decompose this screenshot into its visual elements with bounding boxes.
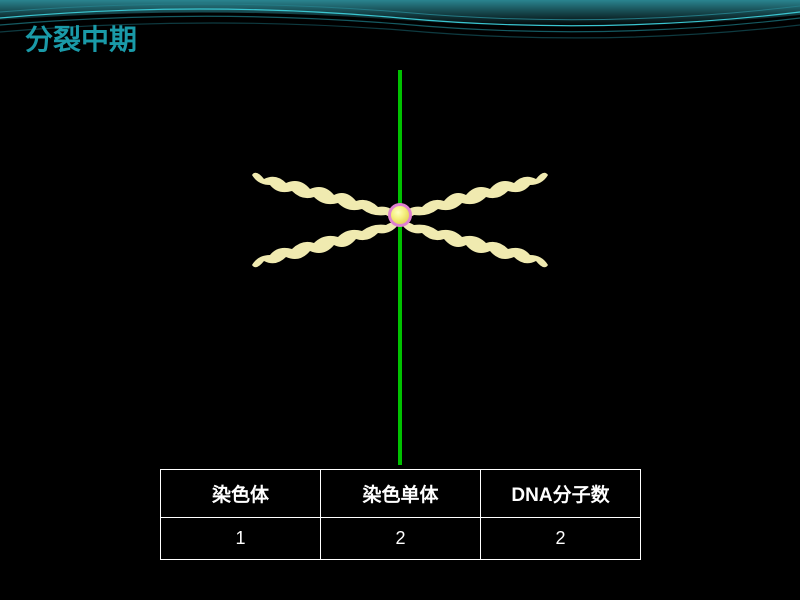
table-header-row: 染色体 染色单体 DNA分子数 (161, 470, 641, 518)
cell-value: 2 (321, 518, 481, 560)
data-table: 染色体 染色单体 DNA分子数 1 2 2 (160, 469, 641, 560)
slide-title: 分裂中期 (25, 18, 137, 58)
table-value-row: 1 2 2 (161, 518, 641, 560)
col-header: 染色单体 (321, 470, 481, 518)
cell-value: 1 (161, 518, 321, 560)
col-header: 染色体 (161, 470, 321, 518)
col-header: DNA分子数 (481, 470, 641, 518)
chromosome-diagram (180, 70, 620, 470)
cell-value: 2 (481, 518, 641, 560)
centromere (388, 203, 412, 227)
